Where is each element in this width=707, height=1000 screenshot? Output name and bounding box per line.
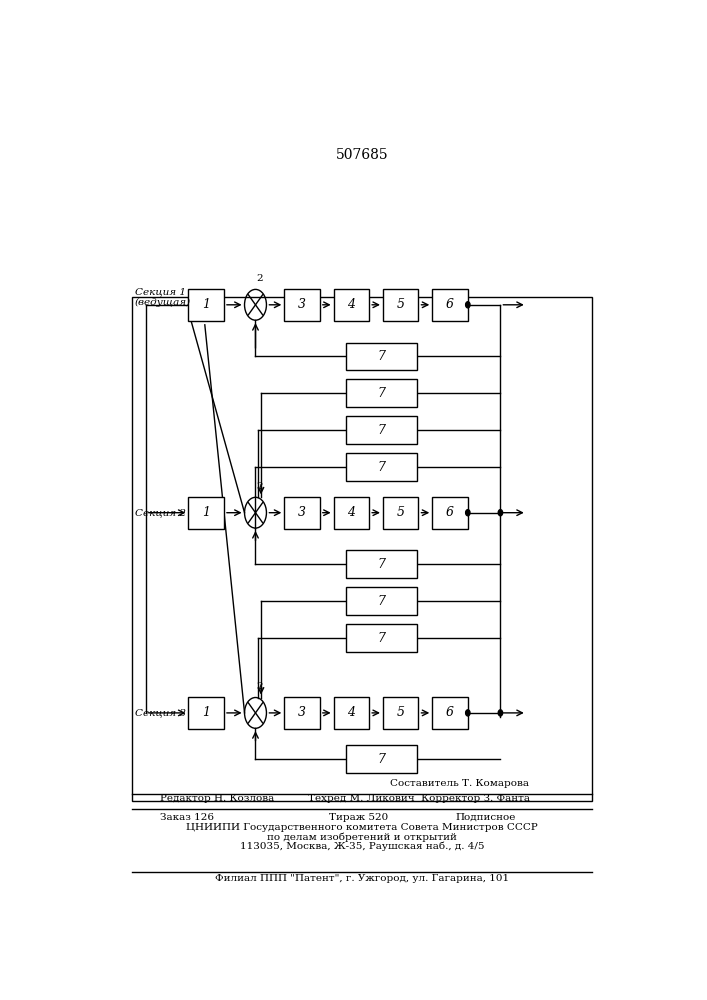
FancyBboxPatch shape <box>383 289 419 321</box>
FancyBboxPatch shape <box>284 289 320 321</box>
Text: 5: 5 <box>397 298 404 311</box>
FancyBboxPatch shape <box>346 343 417 370</box>
Text: Подписное: Подписное <box>455 813 516 822</box>
Text: 4: 4 <box>347 706 356 719</box>
Text: 7: 7 <box>378 350 385 363</box>
Text: 7: 7 <box>378 461 385 474</box>
FancyBboxPatch shape <box>346 624 417 652</box>
FancyBboxPatch shape <box>383 697 419 729</box>
Text: 2: 2 <box>257 274 263 283</box>
Text: 5: 5 <box>397 506 404 519</box>
Text: 507685: 507685 <box>336 148 389 162</box>
FancyBboxPatch shape <box>284 497 320 529</box>
Text: 7: 7 <box>378 387 385 400</box>
Text: Секция 3: Секция 3 <box>135 708 186 717</box>
Text: Секция 2: Секция 2 <box>135 508 186 517</box>
Text: Секция 1
(ведущая): Секция 1 (ведущая) <box>135 287 191 307</box>
Circle shape <box>466 510 470 516</box>
Text: 2: 2 <box>257 482 263 491</box>
Text: 3: 3 <box>298 706 306 719</box>
Text: 7: 7 <box>378 424 385 437</box>
Text: 4: 4 <box>347 298 356 311</box>
Text: 7: 7 <box>378 632 385 645</box>
Text: Тираж 520: Тираж 520 <box>329 813 389 822</box>
Text: по делам изобретений и открытий: по делам изобретений и открытий <box>267 832 457 842</box>
Text: 1: 1 <box>202 298 210 311</box>
FancyBboxPatch shape <box>334 497 369 529</box>
FancyBboxPatch shape <box>346 587 417 615</box>
Text: 1: 1 <box>202 706 210 719</box>
FancyBboxPatch shape <box>284 697 320 729</box>
Circle shape <box>466 302 470 308</box>
FancyBboxPatch shape <box>346 550 417 578</box>
FancyBboxPatch shape <box>334 697 369 729</box>
Text: Редактор Н. Козлова: Редактор Н. Козлова <box>160 794 274 803</box>
Circle shape <box>498 710 503 716</box>
Text: 3: 3 <box>298 298 306 311</box>
FancyBboxPatch shape <box>188 289 224 321</box>
Text: 5: 5 <box>397 706 404 719</box>
Text: 6: 6 <box>446 298 454 311</box>
FancyBboxPatch shape <box>334 289 369 321</box>
Text: 2: 2 <box>257 682 263 691</box>
Text: ЦНИИПИ Государственного комитета Совета Министров СССР: ЦНИИПИ Государственного комитета Совета … <box>187 823 538 832</box>
Text: 7: 7 <box>378 595 385 608</box>
Text: Составитель Т. Комарова: Составитель Т. Комарова <box>390 779 529 788</box>
Text: 6: 6 <box>446 506 454 519</box>
FancyBboxPatch shape <box>346 745 417 773</box>
Text: 113035, Москва, Ж-35, Раушская наб., д. 4/5: 113035, Москва, Ж-35, Раушская наб., д. … <box>240 841 484 851</box>
Text: 6: 6 <box>446 706 454 719</box>
Text: 7: 7 <box>378 753 385 766</box>
Text: 4: 4 <box>347 506 356 519</box>
Circle shape <box>466 710 470 716</box>
Text: 3: 3 <box>298 506 306 519</box>
FancyBboxPatch shape <box>432 497 468 529</box>
FancyBboxPatch shape <box>188 697 224 729</box>
Text: 1: 1 <box>202 506 210 519</box>
Text: Техред М. Ликович  Корректор З. Фанта: Техред М. Ликович Корректор З. Фанта <box>308 794 530 803</box>
Text: 7: 7 <box>378 558 385 571</box>
Circle shape <box>498 510 503 516</box>
FancyBboxPatch shape <box>383 497 419 529</box>
FancyBboxPatch shape <box>346 416 417 444</box>
Bar <box>132 297 592 801</box>
FancyBboxPatch shape <box>432 289 468 321</box>
FancyBboxPatch shape <box>432 697 468 729</box>
FancyBboxPatch shape <box>346 453 417 481</box>
Text: Филиал ППП "Патент", г. Ужгород, ул. Гагарина, 101: Филиал ППП "Патент", г. Ужгород, ул. Гаг… <box>215 874 510 883</box>
FancyBboxPatch shape <box>346 379 417 407</box>
Text: Заказ 126: Заказ 126 <box>160 813 214 822</box>
FancyBboxPatch shape <box>188 497 224 529</box>
